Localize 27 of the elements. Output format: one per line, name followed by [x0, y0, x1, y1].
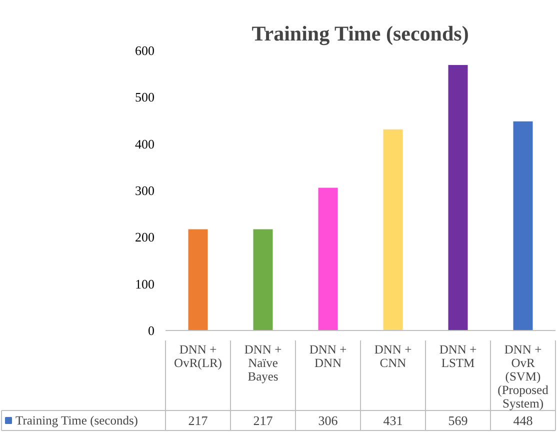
data-label: 569	[448, 413, 468, 428]
data-label: 217	[188, 413, 208, 428]
x-tick-label: DNN + DNN	[309, 342, 347, 370]
bar	[253, 229, 273, 330]
bar	[383, 129, 403, 330]
x-tick-label: DNN + OvR (SVM) (Proposed System)	[498, 342, 550, 410]
bar	[318, 188, 338, 330]
x-tick-label: DNN + Naïve Bayes	[244, 342, 282, 384]
x-tick-label: DNN + OvR(LR)	[174, 342, 222, 370]
y-tick-label: 600	[135, 43, 154, 58]
chart-title: Training Time (seconds)	[252, 22, 469, 46]
x-tick-label: DNN + CNN	[374, 342, 412, 370]
y-tick-label: 500	[135, 90, 154, 105]
y-tick-label: 400	[135, 136, 154, 152]
x-tick-label: DNN + LSTM	[439, 342, 477, 370]
data-label: 448	[513, 413, 533, 428]
y-tick-label: 0	[148, 323, 154, 338]
y-tick-label: 200	[135, 230, 154, 245]
bar	[448, 64, 468, 330]
data-label: 306	[318, 413, 338, 428]
bar	[513, 121, 533, 330]
data-label: 431	[383, 413, 403, 428]
y-tick-label: 100	[135, 276, 154, 292]
bar	[188, 229, 208, 330]
legend-label: Training Time (seconds)	[16, 414, 138, 428]
data-label: 217	[253, 413, 274, 428]
y-tick-label: 300	[135, 183, 154, 198]
